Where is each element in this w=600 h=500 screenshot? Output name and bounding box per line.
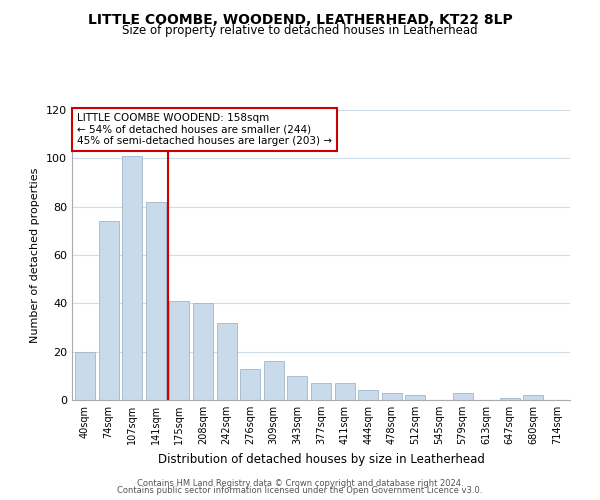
- Bar: [98, 221, 119, 400]
- Bar: [523, 395, 544, 400]
- Bar: [311, 383, 331, 400]
- Y-axis label: Number of detached properties: Number of detached properties: [31, 168, 40, 342]
- Bar: [335, 383, 355, 400]
- Bar: [193, 304, 213, 400]
- Bar: [240, 368, 260, 400]
- Text: Contains HM Land Registry data © Crown copyright and database right 2024.: Contains HM Land Registry data © Crown c…: [137, 478, 463, 488]
- Text: LITTLE COOMBE WOODEND: 158sqm
← 54% of detached houses are smaller (244)
45% of : LITTLE COOMBE WOODEND: 158sqm ← 54% of d…: [77, 113, 332, 146]
- Bar: [217, 322, 236, 400]
- Bar: [452, 393, 473, 400]
- Bar: [169, 301, 190, 400]
- Bar: [358, 390, 378, 400]
- Bar: [500, 398, 520, 400]
- Bar: [382, 393, 402, 400]
- Bar: [122, 156, 142, 400]
- Bar: [406, 395, 425, 400]
- Bar: [75, 352, 95, 400]
- Bar: [287, 376, 307, 400]
- Text: Contains public sector information licensed under the Open Government Licence v3: Contains public sector information licen…: [118, 486, 482, 495]
- Text: Size of property relative to detached houses in Leatherhead: Size of property relative to detached ho…: [122, 24, 478, 37]
- Text: LITTLE COOMBE, WOODEND, LEATHERHEAD, KT22 8LP: LITTLE COOMBE, WOODEND, LEATHERHEAD, KT2…: [88, 12, 512, 26]
- Bar: [264, 362, 284, 400]
- Bar: [146, 202, 166, 400]
- X-axis label: Distribution of detached houses by size in Leatherhead: Distribution of detached houses by size …: [158, 452, 484, 466]
